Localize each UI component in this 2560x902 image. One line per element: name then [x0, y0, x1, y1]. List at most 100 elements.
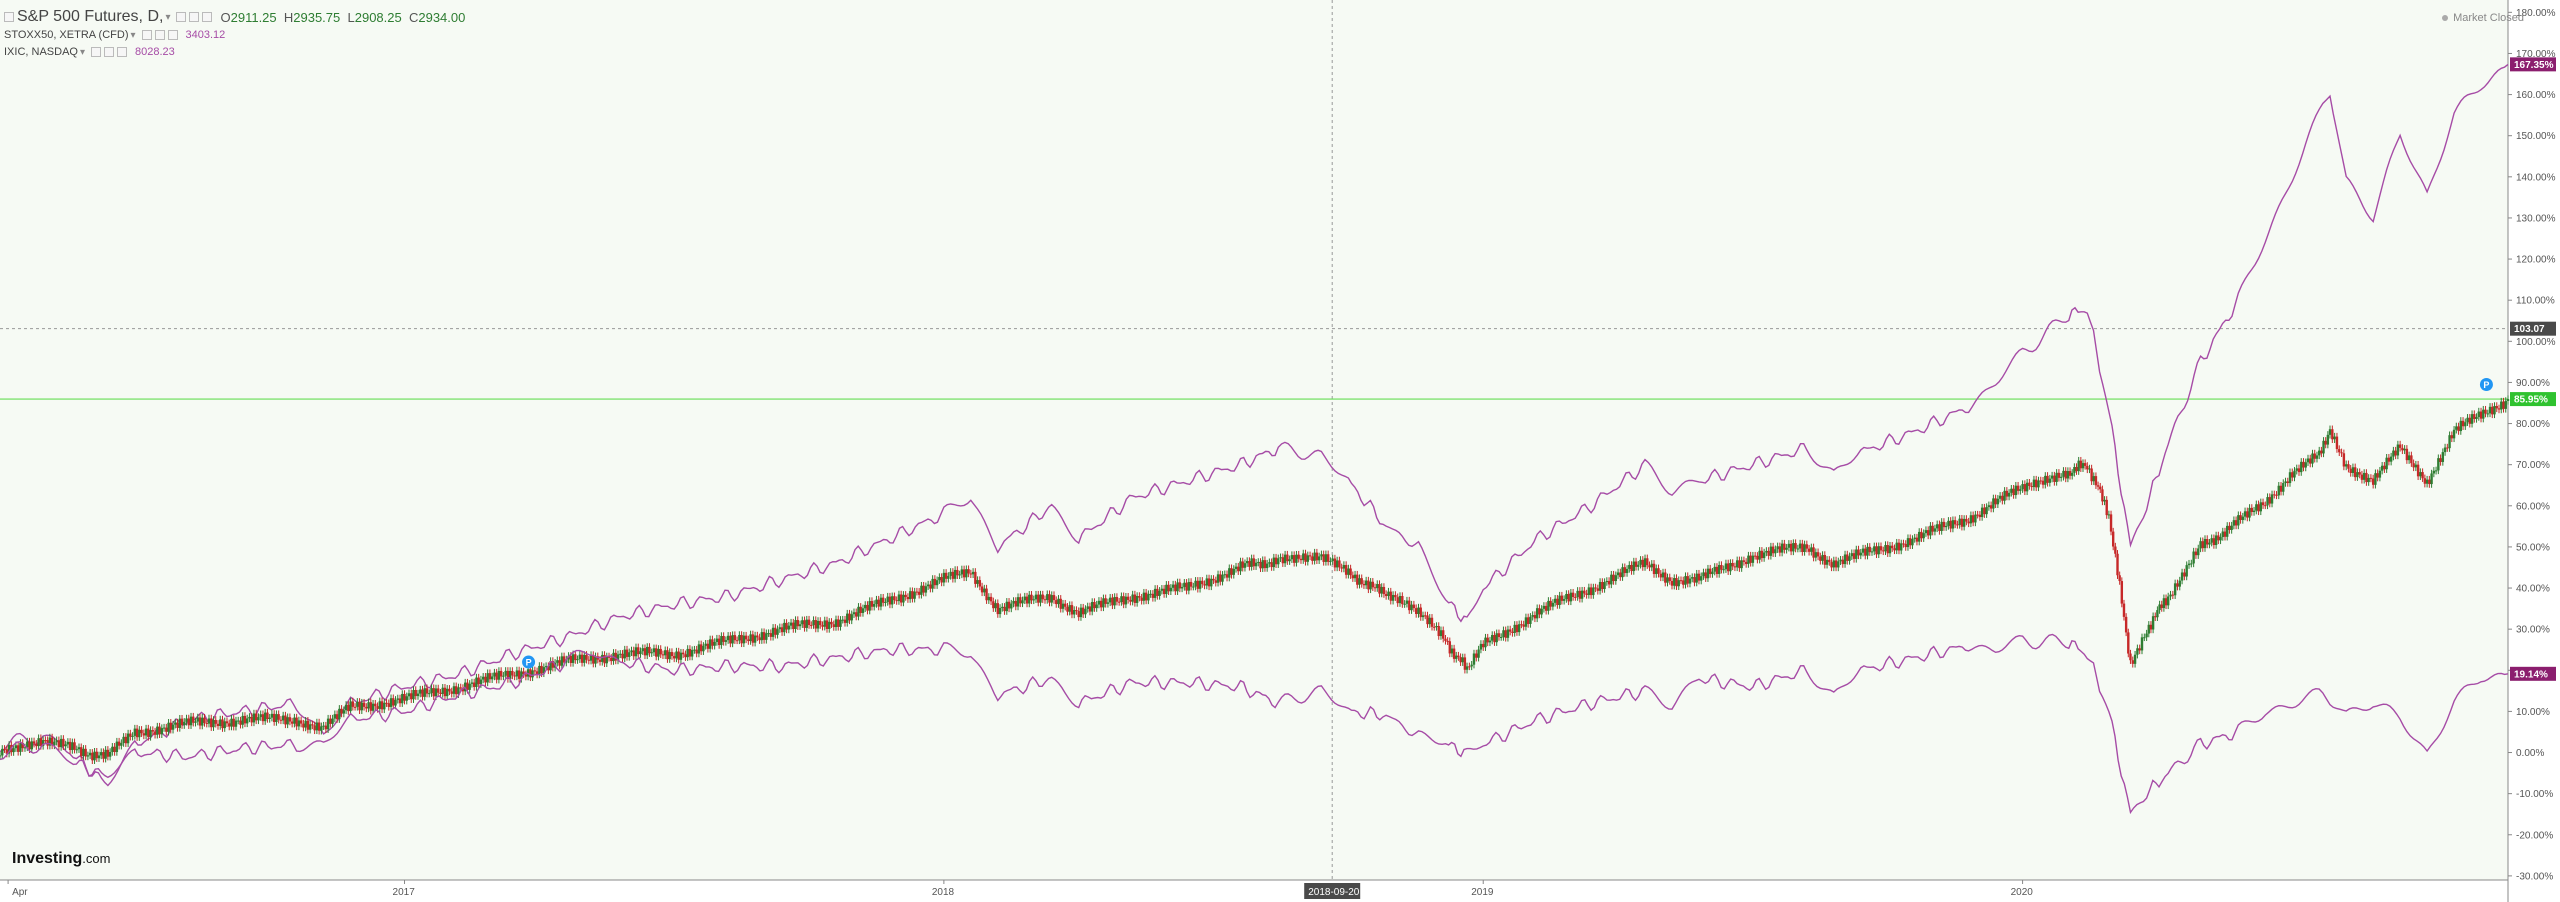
- candle-body: [1351, 575, 1355, 579]
- candle-body: [333, 714, 337, 719]
- candle-body: [1187, 581, 1191, 591]
- time-axis[interactable]: [0, 880, 2508, 902]
- candle-body: [1292, 555, 1296, 563]
- candle-body: [2261, 502, 2265, 506]
- candle-body: [2376, 473, 2379, 478]
- candle-body: [131, 735, 134, 737]
- eye-icon[interactable]: [189, 12, 200, 22]
- legend-overlay-stoxx-name[interactable]: STOXX50, XETRA (CFD): [4, 29, 129, 41]
- candle-body: [156, 726, 159, 735]
- candle-body: [571, 654, 575, 663]
- investing-logo[interactable]: Investing.com: [12, 850, 110, 868]
- candle-body: [138, 729, 141, 738]
- candle-body: [1547, 600, 1550, 611]
- price-badge-ixic: [2510, 57, 2556, 72]
- candle-body: [2237, 515, 2240, 526]
- eye-icon[interactable]: [154, 30, 165, 40]
- close-icon[interactable]: [117, 47, 127, 57]
- candle-body: [641, 648, 644, 652]
- candle-body: [2092, 476, 2095, 482]
- candle-body: [1358, 578, 1361, 585]
- chevron-down-icon[interactable]: ▾: [130, 29, 136, 41]
- candle-body: [117, 741, 121, 746]
- candle-body: [88, 752, 92, 756]
- event-marker-icon[interactable]: [522, 655, 536, 669]
- candle-body: [106, 749, 110, 757]
- settings-icon[interactable]: [91, 47, 101, 57]
- candle-body: [2109, 514, 2113, 532]
- candle-body: [706, 643, 710, 649]
- legend-main-title[interactable]: S&P 500 Futures, D,: [17, 8, 164, 25]
- candle-body: [1151, 593, 1155, 598]
- candle-body: [468, 683, 471, 690]
- candle-body: [2504, 400, 2507, 409]
- candle-body: [1668, 577, 1671, 581]
- candle-body: [1911, 538, 1914, 546]
- candle-body: [180, 718, 184, 726]
- candle-body: [1479, 643, 1483, 650]
- eye-icon[interactable]: [104, 47, 114, 57]
- candle-body: [1931, 525, 1934, 532]
- candle-body: [1104, 598, 1107, 604]
- candle-body: [1744, 561, 1748, 565]
- candle-body: [1012, 600, 1015, 604]
- candle-body: [55, 740, 58, 742]
- candle-body: [1549, 600, 1552, 607]
- candle-body: [1470, 664, 1473, 667]
- candle-body: [729, 635, 732, 644]
- candle-body: [1439, 630, 1443, 637]
- candle-body: [126, 733, 130, 744]
- candle-body: [1956, 524, 1959, 526]
- candle-body: [1610, 574, 1613, 585]
- candle-body: [1893, 548, 1896, 551]
- plot-area[interactable]: [0, 0, 2508, 880]
- legend-overlay-ixic-name[interactable]: IXIC, NASDAQ: [4, 46, 78, 58]
- settings-icon[interactable]: [141, 30, 152, 40]
- candle-body: [2302, 461, 2305, 468]
- candle-body: [2284, 481, 2287, 484]
- candle-body: [1670, 580, 1674, 586]
- chevron-down-icon[interactable]: ▾: [165, 11, 171, 23]
- candle-body: [544, 666, 548, 668]
- candle-body: [911, 591, 914, 599]
- candle-body: [2380, 465, 2384, 471]
- settings-icon[interactable]: [176, 12, 187, 22]
- candle-body: [2053, 475, 2056, 482]
- candle-body: [902, 594, 905, 603]
- close-icon[interactable]: [167, 30, 178, 40]
- legend-main-marker[interactable]: [4, 12, 14, 22]
- candle-body: [556, 660, 559, 663]
- candle-body: [1317, 556, 1321, 561]
- candle-body: [2162, 598, 2166, 609]
- candle-body: [57, 740, 61, 748]
- candle-body: [1396, 597, 1399, 604]
- candle-body: [1344, 565, 1348, 575]
- candle-body: [506, 670, 510, 679]
- candle-body: [1882, 550, 1885, 552]
- candle-body: [2114, 546, 2117, 554]
- price-axis[interactable]: [2508, 0, 2560, 902]
- candle-body: [2090, 468, 2093, 482]
- candle-body: [1989, 505, 1993, 509]
- close-icon[interactable]: [202, 12, 213, 22]
- candle-body: [1032, 599, 1035, 601]
- series-line-ixic: [0, 63, 2509, 787]
- candle-body: [740, 634, 743, 644]
- candle-body: [1376, 584, 1379, 589]
- candle-body: [1583, 590, 1586, 594]
- candle-body: [765, 633, 768, 640]
- candle-body: [2023, 484, 2027, 492]
- candle-body: [347, 704, 350, 712]
- chevron-down-icon[interactable]: ▾: [79, 46, 85, 58]
- candle-body: [14, 745, 18, 749]
- candle-body: [648, 646, 651, 654]
- candle-body: [1461, 657, 1464, 663]
- candle-body: [1095, 604, 1098, 609]
- event-marker-icon[interactable]: [2479, 377, 2493, 391]
- candle-body: [1410, 604, 1413, 611]
- candle-body: [37, 738, 40, 747]
- candle-body: [261, 714, 265, 722]
- candle-body: [1778, 546, 1782, 553]
